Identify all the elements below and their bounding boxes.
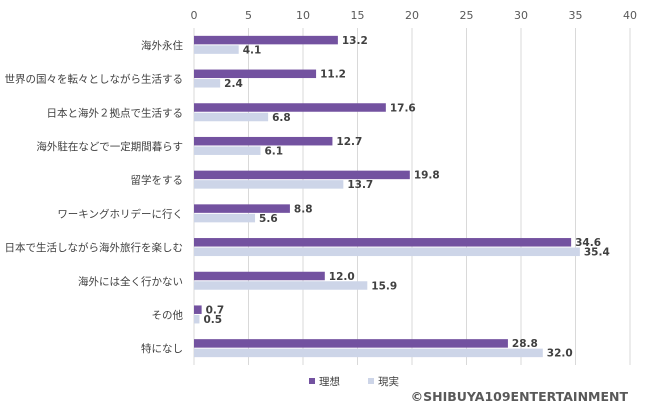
category-label: 留学をする <box>131 174 184 187</box>
legend-label-reality: 現実 <box>378 375 399 388</box>
value-label-reality: 6.1 <box>264 145 283 157</box>
bar-reality <box>194 314 200 324</box>
value-label-reality: 6.8 <box>272 112 291 124</box>
bar-reality <box>194 45 239 54</box>
x-tick-label: 0 <box>191 9 198 22</box>
bar-ideal <box>194 170 410 180</box>
category-label: 海外には全く行かない <box>78 275 183 288</box>
category-label: ワーキングホリデーに行く <box>57 207 183 220</box>
bar-reality <box>194 79 221 88</box>
x-tick-label: 15 <box>351 9 365 22</box>
value-label-ideal: 19.8 <box>414 170 440 182</box>
x-tick-label: 35 <box>569 9 583 22</box>
bar-reality <box>194 247 580 257</box>
bar-reality <box>194 348 543 358</box>
bar-reality <box>194 146 261 155</box>
value-label-reality: 15.9 <box>371 280 397 292</box>
x-tick-label: 10 <box>296 9 310 22</box>
legend-label-ideal: 理想 <box>319 375 340 388</box>
value-label-reality: 32.0 <box>547 348 573 360</box>
x-axis-ticks: 0 5 10 15 20 25 30 35 40 <box>191 9 638 22</box>
x-tick-label: 5 <box>245 9 252 22</box>
bar-ideal <box>194 305 202 314</box>
value-label-ideal: 11.2 <box>320 69 346 81</box>
bar-ideal <box>194 238 572 247</box>
x-tick-label: 20 <box>405 9 419 22</box>
value-label-ideal: 28.8 <box>512 338 538 350</box>
x-tick-label: 40 <box>623 9 637 22</box>
bar-reality <box>194 112 269 122</box>
category-label: 日本で生活しながら海外旅行を楽しむ <box>5 241 184 254</box>
bar-reality <box>194 180 344 189</box>
value-label-reality: 5.6 <box>259 213 278 225</box>
category-label: その他 <box>152 308 184 321</box>
value-label-ideal: 8.8 <box>294 203 313 215</box>
value-label-ideal: 34.6 <box>575 237 601 249</box>
category-label: 日本と海外２拠点で生活する <box>47 106 184 119</box>
category-label: 海外駐在などで一定期間暮らす <box>36 140 183 153</box>
value-label-reality: 35.4 <box>584 247 610 259</box>
legend-swatch-reality <box>368 378 374 384</box>
x-tick-label: 25 <box>460 9 474 22</box>
bar-ideal <box>194 103 386 112</box>
gridlines <box>193 28 631 365</box>
value-label-reality: 0.5 <box>203 314 222 326</box>
value-label-reality: 4.1 <box>243 44 262 56</box>
bar-ideal <box>194 339 508 348</box>
bar-reality <box>194 281 368 290</box>
legend: 理想 現実 <box>309 375 399 388</box>
bar-ideal <box>194 69 317 79</box>
legend-swatch-ideal <box>309 378 315 384</box>
bar-ideal <box>194 204 290 213</box>
bar-ideal <box>194 136 333 146</box>
value-label-ideal: 13.2 <box>342 35 368 47</box>
value-label-ideal: 12.7 <box>336 136 362 148</box>
value-label-reality: 13.7 <box>347 179 373 191</box>
bar-ideal <box>194 271 325 281</box>
credit-text: ©SHIBUYA109ENTERTAINMENT <box>411 389 629 404</box>
bars: 13.2 4.1 11.2 2.4 17.6 6.8 12.7 6.1 19.8 13.7 8.8 5… <box>194 35 610 360</box>
bar-ideal <box>194 35 338 45</box>
value-label-ideal: 17.6 <box>390 102 416 114</box>
value-label-ideal: 0.7 <box>206 304 225 316</box>
value-label-reality: 2.4 <box>224 78 243 90</box>
category-labels: 海外永住世界の国々を転々としながら生活する日本と海外２拠点で生活する海外駐在など… <box>5 39 184 355</box>
x-tick-label: 30 <box>514 9 528 22</box>
category-label: 世界の国々を転々としながら生活する <box>5 73 184 86</box>
category-label: 特になし <box>141 343 183 355</box>
value-label-ideal: 12.0 <box>329 271 355 283</box>
bar-reality <box>194 213 256 223</box>
category-label: 海外永住 <box>141 39 183 52</box>
